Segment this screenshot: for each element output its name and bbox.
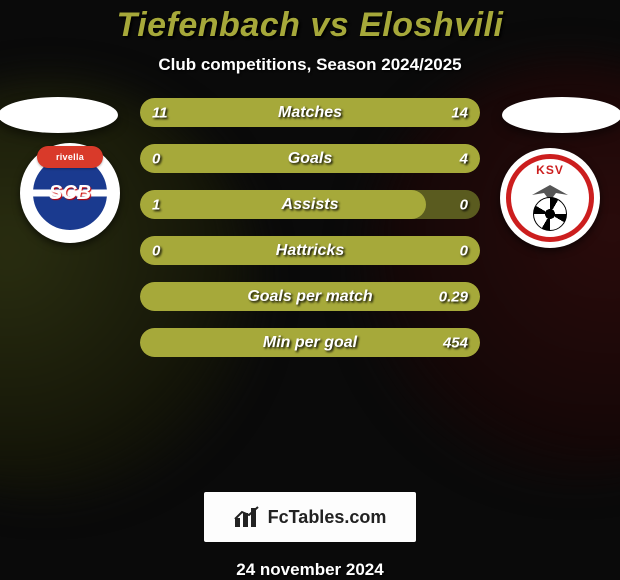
club-badge-left-inner: rivella SCB	[27, 150, 113, 236]
comparison-title: Tiefenbach vs Eloshvili	[117, 6, 504, 45]
stat-bars-container: Matches1114Goals04Assists10Hattricks00Go…	[140, 98, 480, 357]
stat-bar-value-left: 1	[152, 196, 160, 213]
stat-bar-label: Goals per match	[247, 288, 372, 306]
stat-bar-row: Goals per match 0.29	[140, 282, 480, 311]
club-badge-left-sponsor: rivella	[37, 146, 103, 168]
club-badge-right: KSV	[500, 148, 600, 248]
stat-bar-label: Min per goal	[263, 334, 357, 352]
stat-bar-row: Assists 1 0	[140, 190, 480, 219]
stat-bar-value-right: 4	[460, 150, 468, 167]
club-badge-left-sponsor-text: rivella	[56, 152, 84, 162]
comparison-date: 24 november 2024	[236, 560, 383, 580]
player-left-avatar-placeholder	[0, 97, 118, 133]
stat-bar-label: Goals	[288, 150, 332, 168]
club-badge-left-text: SCB	[49, 182, 91, 205]
stat-bar-row: Hattricks 0 0	[140, 236, 480, 265]
stat-bar-label: Assists	[282, 196, 339, 214]
club-badge-right-inner: KSV	[506, 154, 594, 242]
comparison-subtitle: Club competitions, Season 2024/2025	[158, 55, 461, 75]
stat-bar-value-left: 11	[152, 104, 168, 121]
stat-bar-label: Hattricks	[276, 242, 344, 260]
player-right-avatar-placeholder	[502, 97, 620, 133]
club-badge-right-text: KSV	[511, 163, 589, 177]
stat-bar-value-right: 0	[460, 196, 468, 213]
stat-bar-row: Min per goal 454	[140, 328, 480, 357]
stat-bar-value-right: 0.29	[439, 288, 468, 305]
stat-bar-value-left: 0	[152, 150, 160, 167]
soccer-ball-icon	[533, 197, 567, 231]
watermark-chart-icon	[234, 506, 262, 528]
stat-bar-value-left: 0	[152, 242, 160, 259]
stat-bar-value-right: 0	[460, 242, 468, 259]
stat-bar-value-right: 14	[451, 104, 468, 121]
club-badge-left: rivella SCB	[20, 143, 120, 243]
watermark: FcTables.com	[204, 492, 416, 542]
stat-bar-value-right: 454	[443, 334, 468, 351]
stat-bar-row: Matches 11 14	[140, 98, 480, 127]
stat-bar-label: Matches	[278, 104, 342, 122]
comparison-arena: rivella SCB KSV Matches 11 14 Goals 0 4 Assist…	[0, 75, 620, 486]
stat-bar-row: Goals 0 4	[140, 144, 480, 173]
watermark-text: FcTables.com	[268, 507, 387, 528]
